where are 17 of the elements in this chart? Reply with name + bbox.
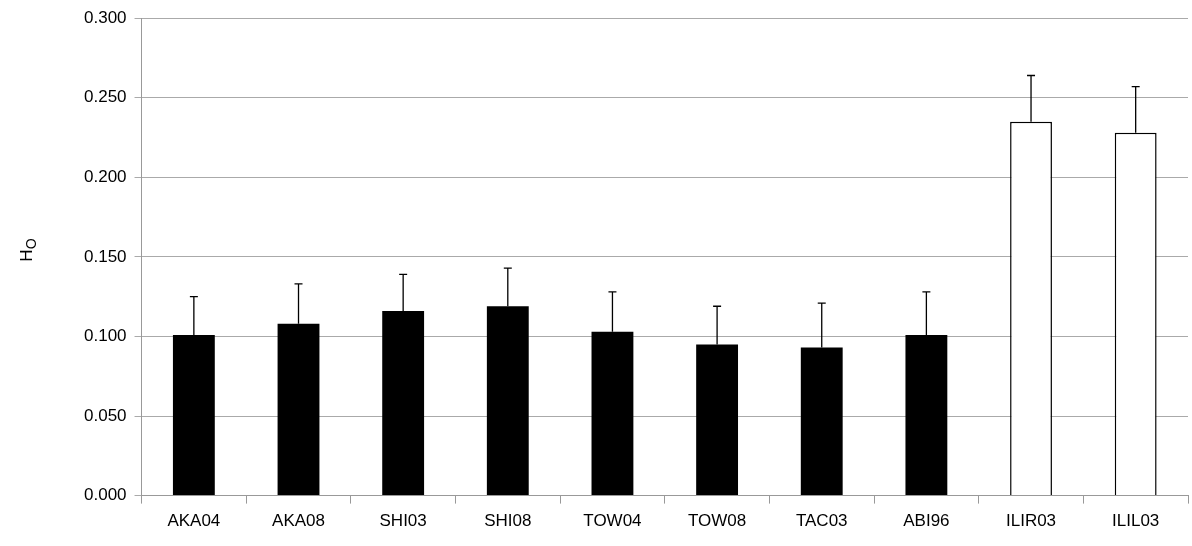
x-tick-label: ILIL03	[1112, 511, 1160, 531]
x-tick-label: ILIR03	[1005, 511, 1057, 531]
y-tick-label: 0.150	[83, 246, 127, 266]
y-tick-label: 0.000	[83, 485, 127, 505]
x-tick-label: AKA04	[167, 511, 221, 531]
y-tick-label: 0.050	[83, 405, 127, 425]
y-tick-label: 0.100	[83, 326, 127, 346]
x-tick-label: TOW04	[583, 511, 642, 531]
y-tick-label: 0.300	[83, 7, 127, 27]
x-tick-label: TOW08	[687, 511, 747, 531]
x-tick-label: SHI03	[379, 511, 427, 531]
x-tick-label: ABI96	[903, 511, 950, 531]
y-tick-label: 0.200	[83, 167, 127, 187]
y-tick-label: 0.250	[83, 87, 127, 107]
x-tick-label: SHI08	[484, 511, 532, 531]
x-tick-label: AKA08	[272, 511, 325, 531]
x-tick-label: TAC03	[795, 511, 848, 531]
